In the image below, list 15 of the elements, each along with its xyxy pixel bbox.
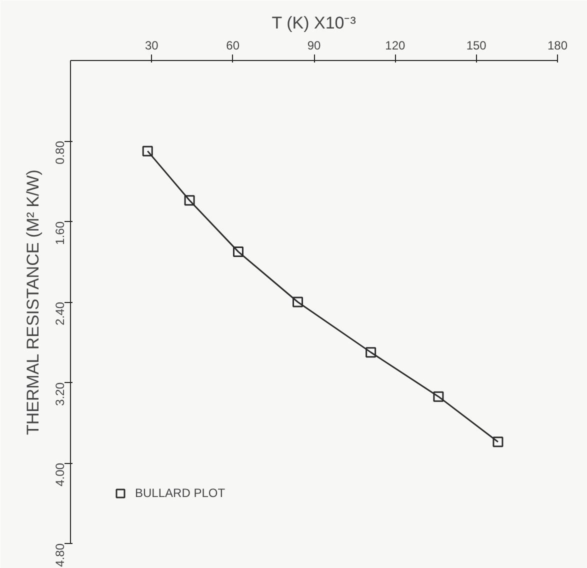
y-tick-label: 3.20 [53,382,67,406]
y-tick-label: 1.60 [53,221,67,245]
x-tick-label: 120 [385,38,406,52]
x-tick-label: 90 [307,38,321,52]
y-tick-label: 0.80 [53,140,67,164]
x-tick-label: 30 [144,38,159,52]
x-tick-label: 60 [226,38,240,52]
x-tick-label: 150 [466,38,487,52]
legend-label: BULLARD PLOT [135,486,226,500]
y-tick-label: 4.80 [53,543,67,567]
x-axis-title: T (K) X10⁻³ [272,14,356,32]
y-tick-label: 4.00 [53,462,67,486]
y-tick-label: 2.40 [53,302,67,326]
y-axis-title: THERMAL RESISTANCE (M² K/W) [24,170,42,436]
x-tick-label: 180 [547,38,568,52]
